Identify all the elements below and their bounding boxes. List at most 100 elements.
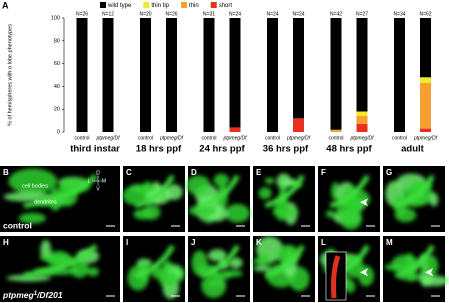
annotation: dendrites xyxy=(34,199,57,205)
signal-blob xyxy=(394,208,417,223)
legend-swatch xyxy=(143,2,150,8)
x-tick-label: control xyxy=(74,135,89,141)
legend-swatch xyxy=(100,2,106,8)
n-label: N=27 xyxy=(356,11,368,17)
y-tick-label: 60 xyxy=(54,61,60,67)
signal-blob xyxy=(142,205,161,220)
panel-letter: F xyxy=(321,168,326,177)
bar-segment xyxy=(356,124,368,132)
signal xyxy=(252,236,310,292)
bar-segment xyxy=(356,18,368,112)
bar-segment xyxy=(76,18,88,132)
panel-letter: I xyxy=(126,238,128,247)
bar-segment xyxy=(330,129,342,132)
signal-blob xyxy=(264,177,275,184)
signal-blob xyxy=(18,212,46,224)
legend-swatch xyxy=(181,2,188,8)
signal-blob xyxy=(8,168,58,194)
n-label: N=34 xyxy=(393,11,405,17)
row-label: ptpmeg1/Df201 xyxy=(2,290,63,300)
signal-blob xyxy=(339,207,363,230)
x-tick-label: ptpmeg/Df xyxy=(413,135,438,141)
signal-blob xyxy=(158,270,179,287)
legend-label: short xyxy=(219,3,233,9)
signal-blob xyxy=(213,271,233,280)
legend-label: thin tip xyxy=(151,3,169,9)
bar-segment xyxy=(420,77,431,83)
panel-letter: C xyxy=(126,168,132,177)
x-tick-label: ptpmeg/Df xyxy=(95,135,120,141)
panel-letter: G xyxy=(386,168,392,177)
arrowhead xyxy=(425,268,433,277)
signal-blob xyxy=(280,178,298,187)
group-label: 36 hrs ppf xyxy=(263,144,309,155)
bar-segment xyxy=(356,116,368,125)
orientation-label: M xyxy=(102,178,106,184)
x-tick-label: ptpmeg/Df xyxy=(349,135,374,141)
signal-blob xyxy=(186,175,211,196)
signal xyxy=(191,249,243,298)
n-label: N=20 xyxy=(139,11,151,17)
n-label: N=12 xyxy=(102,11,114,17)
panel-letter: H xyxy=(3,238,9,247)
x-tick-label: ptpmeg/Df xyxy=(286,135,311,141)
x-tick-label: control xyxy=(138,135,153,141)
signal-blob xyxy=(325,210,336,218)
signal-blob xyxy=(229,257,243,269)
signal-blob xyxy=(253,265,272,272)
panel-letter: M xyxy=(386,238,393,247)
bar-segment xyxy=(394,18,405,132)
lobe xyxy=(134,244,175,279)
panel-letter: K xyxy=(256,238,262,247)
arrowhead xyxy=(360,268,368,277)
n-label: N=24 xyxy=(266,11,278,17)
bar-segment xyxy=(420,18,431,78)
inset-lobe xyxy=(331,255,341,299)
bar-segment xyxy=(102,18,114,132)
y-axis-label: % of hemispheres with α lobe phenotypes xyxy=(7,24,13,126)
x-tick-label: ptpmeg/Df xyxy=(159,135,184,141)
group-label: 48 hrs ppf xyxy=(326,144,372,155)
group-label: adult xyxy=(401,144,425,155)
signal-blob xyxy=(225,203,250,223)
panel-letter: E xyxy=(256,168,262,177)
panel-letter: J xyxy=(191,238,195,247)
lobe xyxy=(264,244,305,279)
group-label: third instar xyxy=(70,144,120,155)
signal-blob xyxy=(258,187,272,200)
bar-segment xyxy=(267,18,278,132)
row-label-part: 1 xyxy=(34,291,38,297)
x-tick-label: control xyxy=(328,135,343,141)
lobe xyxy=(134,174,175,209)
bar-segment xyxy=(203,18,215,132)
y-tick-label: 0 xyxy=(57,129,60,135)
signal-blob xyxy=(429,192,439,207)
bar-segment xyxy=(229,18,241,128)
bar-segment xyxy=(293,118,304,132)
n-label: N=31 xyxy=(203,11,215,17)
signal-blob xyxy=(87,267,99,277)
bar-segment xyxy=(166,18,177,132)
signal-blob xyxy=(419,275,449,287)
bar-segment xyxy=(229,127,241,132)
signal-blob xyxy=(131,184,157,193)
lobe xyxy=(199,244,240,279)
legend-label: wild type xyxy=(107,3,132,9)
group-label: 18 hrs ppf xyxy=(136,144,182,155)
group-label: 24 hrs ppf xyxy=(199,144,245,155)
y-tick-label: 80 xyxy=(54,38,60,44)
y-tick-label: 40 xyxy=(54,84,60,90)
x-tick-label: ptpmeg/Df xyxy=(222,135,247,141)
signal-blob xyxy=(207,279,226,288)
n-label: N=24 xyxy=(292,11,304,17)
y-tick-label: 100 xyxy=(51,15,60,21)
row-label-part: ptpmeg xyxy=(2,290,35,300)
lobe xyxy=(199,174,240,209)
n-label: N=26 xyxy=(76,11,88,17)
lobe xyxy=(394,174,435,209)
bar-segment xyxy=(293,18,304,119)
signal-blob xyxy=(257,252,269,266)
signal-blob xyxy=(6,274,52,282)
x-tick-label: control xyxy=(265,135,280,141)
